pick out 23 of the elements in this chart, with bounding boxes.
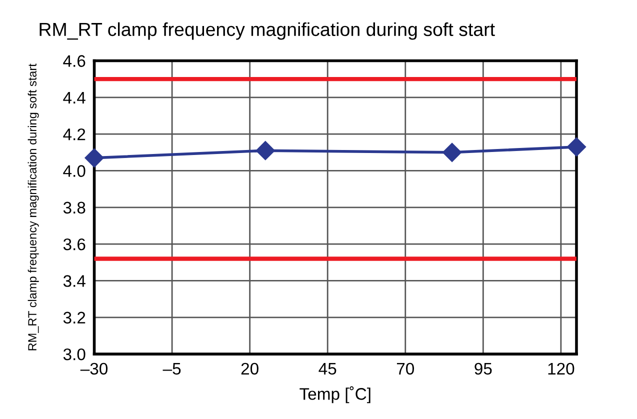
x-tick-label: 95 — [474, 362, 492, 375]
x-tick-label: 20 — [241, 362, 258, 375]
y-tick-label: 3.4 — [63, 275, 86, 287]
chart-title: RM_RT clamp frequency magnification during soft start — [40, 22, 495, 40]
y-tick-label: 3.0 — [63, 348, 86, 360]
y-tick-label: 3.6 — [63, 238, 86, 250]
point — [566, 137, 586, 156]
point — [256, 141, 275, 160]
y-tick-label: 3.8 — [63, 202, 86, 214]
x-axis-title: Temp [˚C] — [300, 386, 370, 404]
point — [84, 148, 104, 168]
x-tick-label: 70 — [396, 362, 414, 375]
y-tick-label: 4.0 — [63, 165, 86, 177]
y-tick-label: 3.2 — [63, 312, 86, 324]
x-tick-label: –30 — [80, 362, 108, 375]
y-axis-title: RM_RT clamp frequency magnification during soft start — [28, 64, 39, 350]
y-tick-label: 4.4 — [63, 92, 86, 104]
point — [442, 142, 462, 162]
x-tick-label: 120 — [548, 362, 574, 375]
y-tick-label: 4.6 — [63, 55, 86, 67]
x-tick-label: 45 — [318, 363, 336, 375]
y-tick-label: 4.2 — [63, 128, 86, 140]
x-tick-label: –5 — [162, 363, 181, 375]
